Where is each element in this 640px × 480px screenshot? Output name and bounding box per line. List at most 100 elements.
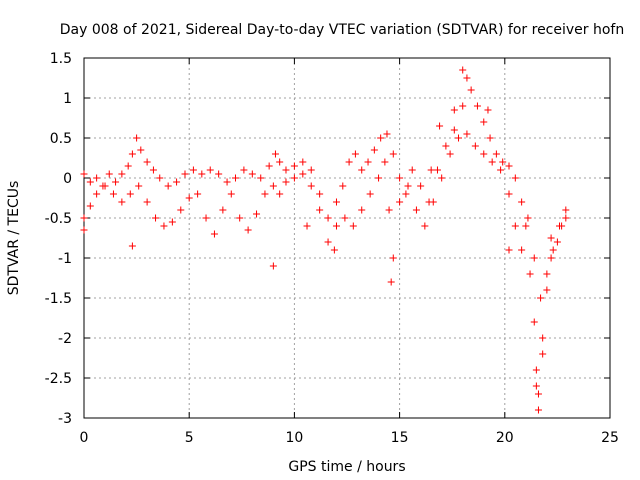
data-point [524,214,532,222]
data-point [152,214,160,222]
x-tick-label: 20 [496,430,514,446]
data-point [339,182,347,190]
data-point [532,382,540,390]
x-tick-label: 0 [80,430,89,446]
data-point [86,202,94,210]
data-point [101,182,109,190]
data-point [427,166,435,174]
data-point [543,270,551,278]
data-point [375,174,383,182]
data-point [537,294,545,302]
data-point [473,102,481,110]
data-point [189,166,197,174]
data-point [248,170,256,178]
data-point [522,222,530,230]
data-point [433,166,441,174]
data-point [518,246,526,254]
data-point [417,182,425,190]
data-point [276,158,284,166]
data-point [185,194,193,202]
data-point [149,166,157,174]
data-point [227,190,235,198]
data-point [396,174,404,182]
y-tick-label: -2 [58,331,72,347]
data-point [364,158,372,166]
x-tick-label: 25 [601,430,619,446]
data-point [137,146,145,154]
data-point [118,170,126,178]
data-point [402,190,410,198]
data-point [341,214,349,222]
data-point [549,246,557,254]
data-point [269,182,277,190]
data-point [421,222,429,230]
data-point [269,262,277,270]
data-point [463,74,471,82]
data-point [223,178,231,186]
data-point [385,206,393,214]
data-point [480,118,488,126]
data-point [168,218,176,226]
data-point [276,190,284,198]
data-point [446,150,454,158]
data-point [532,366,540,374]
data-point [109,190,117,198]
data-point [511,222,519,230]
data-point [164,182,172,190]
data-point [505,162,513,170]
data-point [173,178,181,186]
grid [84,58,610,418]
data-point [556,222,564,230]
data-point [290,174,298,182]
data-point [332,222,340,230]
data-point [332,198,340,206]
data-point [436,122,444,130]
data-point [345,158,353,166]
data-point [518,198,526,206]
data-point [181,170,189,178]
data-point [219,206,227,214]
data-point [128,150,136,158]
data-point [143,198,151,206]
data-point [412,206,420,214]
data-point [387,278,395,286]
data-point [547,254,555,262]
data-point [459,66,467,74]
data-point [86,178,94,186]
data-point [526,270,534,278]
y-tick-label: -0.5 [45,211,72,227]
data-point [303,222,311,230]
data-point [450,126,458,134]
chart-title: Day 008 of 2021, Sidereal Day-to-day VTE… [60,22,624,38]
data-point [383,130,391,138]
data-point [539,334,547,342]
data-point [486,134,494,142]
y-tick-label: -1.5 [45,291,72,307]
data-point [377,134,385,142]
data-point [499,158,507,166]
data-point [271,150,279,158]
data-point [93,190,101,198]
data-point [240,166,248,174]
data-point [530,318,538,326]
data-point [349,222,357,230]
data-point [553,238,561,246]
data-point [534,406,542,414]
data-point [202,214,210,222]
y-tick-label: 1.5 [50,51,72,67]
data-point [463,130,471,138]
data-point [93,174,101,182]
data-point [126,190,134,198]
x-tick-label: 15 [391,430,409,446]
data-point [492,150,500,158]
data-point [408,166,416,174]
data-point [128,242,136,250]
data-point [471,142,479,150]
data-point [253,210,261,218]
x-tick-label: 10 [285,430,303,446]
y-tick-label: -2.5 [45,371,72,387]
data-point [231,174,239,182]
data-point [381,158,389,166]
data-point [215,170,223,178]
